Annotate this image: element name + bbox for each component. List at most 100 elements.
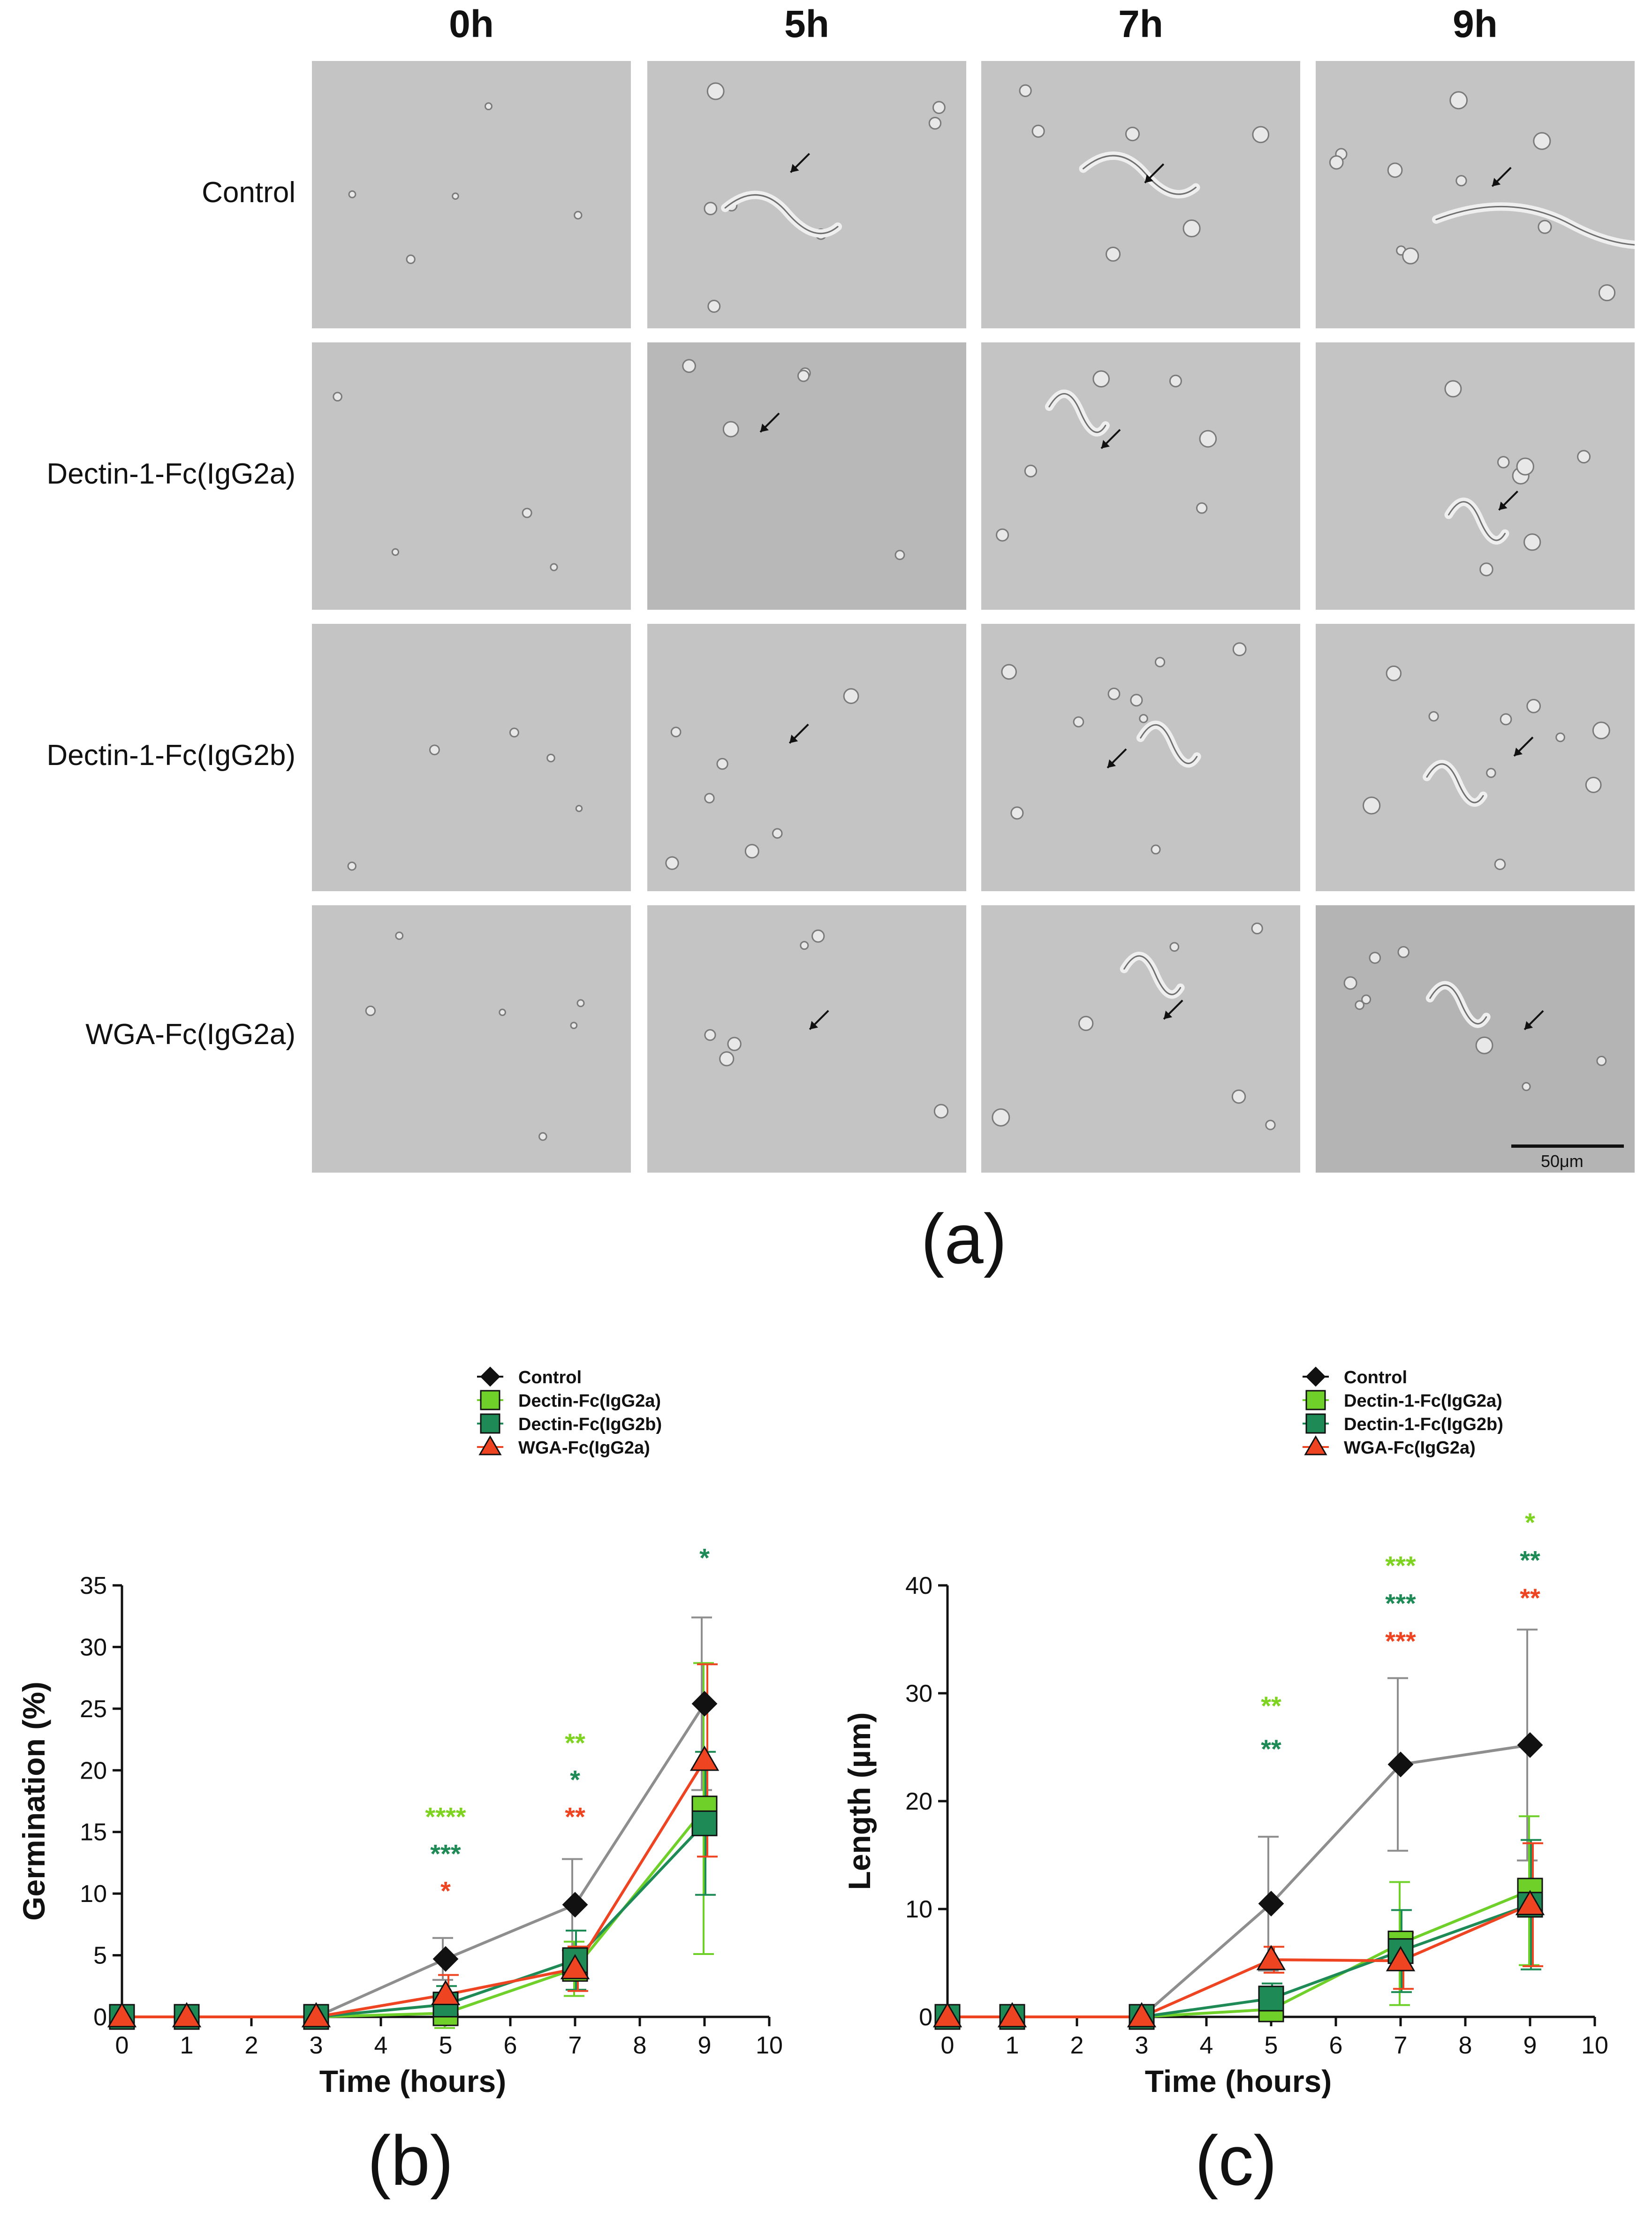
length-x-tick-label: 3	[1135, 2032, 1149, 2059]
germination-x-tick-label: 6	[504, 2032, 517, 2059]
germination-y-tick-label: 10	[80, 1880, 107, 1908]
micrograph-wga-fc-igg2a-5h	[647, 905, 966, 1173]
germination-legend-marker	[480, 1390, 500, 1410]
length-significance-label: *	[1525, 1508, 1535, 1537]
germination-legend-label: Dectin-Fc(IgG2b)	[518, 1415, 662, 1434]
length-significance-label: **	[1520, 1546, 1540, 1575]
germination-point	[560, 1954, 590, 1979]
germination-y-axis-label: Germination (%)	[16, 1682, 51, 1921]
length-legend-label: Dectin-1-Fc(IgG2a)	[1344, 1391, 1502, 1411]
germination-legend-marker	[478, 1435, 502, 1455]
germination-point	[431, 1980, 461, 2005]
length-point	[1256, 1945, 1286, 1970]
germination-significance-label: *	[570, 1765, 580, 1795]
germination-x-axis-label: Time (hours)	[319, 2064, 506, 2099]
length-x-tick-label: 7	[1394, 2032, 1408, 2059]
germination-point	[691, 1690, 718, 1717]
length-x-tick-label: 10	[1581, 2032, 1608, 2059]
length-x-tick-label: 6	[1329, 2032, 1343, 2059]
germination-chart-svg: 0 1 2 3 4 5 6 7 8 9 10 0 5 10 15 20 25 30 35 Time (hours) Ge…	[16, 1366, 783, 2099]
length-significance-label: **	[1520, 1583, 1540, 1613]
row-label-dectin-1-fc-igg2a: Dectin-1-Fc(IgG2a)	[46, 458, 296, 490]
scale-bar-label: 50μm	[1541, 1152, 1584, 1171]
length-chart-svg: 0 1 2 3 4 5 6 7 8 9 10 0 10 20 30 40 Time (hours) Length …	[842, 1366, 1608, 2099]
length-point	[1515, 1890, 1545, 1916]
micrograph-wga-fc-igg2a-0h	[312, 905, 631, 1173]
germination-legend-marker	[480, 1366, 500, 1387]
scale-bar	[1511, 1144, 1624, 1148]
length-significance-label: ***	[1385, 1551, 1416, 1580]
length-y-tick-label: 0	[919, 2004, 932, 2031]
time-header-9h: 9h	[1453, 3, 1498, 45]
micrograph-wga-fc-igg2a-9h	[1316, 905, 1635, 1173]
germination-point	[691, 1810, 718, 1836]
germination-x-tick-label: 5	[439, 2032, 453, 2059]
germination-y-tick-label: 25	[80, 1696, 107, 1723]
length-y-tick-label: 40	[905, 1572, 932, 1599]
germination-y-tick-label: 5	[93, 1942, 107, 1970]
length-significance-label: ***	[1385, 1626, 1416, 1656]
length-y-axis-label: Length (µm)	[842, 1712, 877, 1890]
germination-x-tick-label: 9	[698, 2032, 712, 2059]
length-point	[1258, 1891, 1284, 1917]
length-significance-label: ***	[1385, 1589, 1416, 1618]
germination-legend-marker	[480, 1413, 500, 1434]
germination-series-line	[122, 1703, 706, 2018]
micrograph-control-5h	[647, 61, 966, 328]
length-series-line	[947, 1903, 1531, 2018]
length-legend-marker	[1305, 1366, 1326, 1387]
micrograph-dectin-1-fc-igg2b-9h	[1316, 624, 1635, 891]
micrograph-control-9h	[1316, 61, 1635, 328]
length-legend-label: Dectin-1-Fc(IgG2b)	[1344, 1415, 1503, 1434]
time-header-5h: 5h	[784, 3, 829, 45]
germination-significance-label: **	[565, 1728, 585, 1758]
germination-point	[172, 2002, 202, 2028]
micrograph-dectin-1-fc-igg2b-7h	[981, 624, 1300, 891]
germination-significance-label: *	[440, 1876, 451, 1905]
micrograph-dectin-1-fc-igg2a-7h	[981, 342, 1300, 610]
germination-x-tick-label: 10	[756, 2032, 783, 2059]
germination-significance-label: ***	[430, 1839, 461, 1868]
germination-point	[301, 2002, 331, 2028]
germination-x-tick-label: 0	[115, 2032, 129, 2059]
germination-x-tick-label: 8	[633, 2032, 647, 2059]
germination-y-tick-label: 20	[80, 1757, 107, 1784]
length-significance-label: **	[1261, 1734, 1281, 1764]
row-label-dectin-1-fc-igg2b: Dectin-1-Fc(IgG2b)	[46, 739, 296, 772]
length-point	[1258, 1985, 1284, 2012]
length-x-tick-label: 1	[1006, 2032, 1019, 2059]
length-significance-label: **	[1261, 1691, 1281, 1720]
germination-significance-label: **	[565, 1802, 585, 1832]
germination-legend-label: Dectin-Fc(IgG2a)	[518, 1391, 661, 1411]
time-header-0h: 0h	[449, 3, 494, 45]
length-point	[1127, 2002, 1157, 2028]
length-x-axis-label: Time (hours)	[1145, 2064, 1332, 2099]
panel-label-c: (c)	[1195, 2121, 1277, 2200]
length-legend-label: WGA-Fc(IgG2a)	[1344, 1438, 1476, 1458]
micrograph-wga-fc-igg2a-7h	[981, 905, 1300, 1173]
germination-significance-label: *	[699, 1543, 710, 1573]
length-point	[1386, 1946, 1416, 1971]
germination-point	[107, 2002, 137, 2028]
germination-x-tick-label: 3	[310, 2032, 323, 2059]
length-legend-marker	[1305, 1413, 1326, 1434]
length-legend-marker	[1304, 1435, 1327, 1455]
micrograph-control-7h	[981, 61, 1300, 328]
germination-series-line	[122, 1759, 706, 2018]
micrograph-dectin-1-fc-igg2b-0h	[312, 624, 631, 891]
length-legend-marker	[1305, 1390, 1326, 1410]
length-y-tick-label: 30	[905, 1680, 932, 1707]
panel-label-b: (b)	[367, 2121, 454, 2200]
time-header-7h: 7h	[1118, 3, 1163, 45]
germination-x-tick-label: 4	[374, 2032, 388, 2059]
length-series-line	[947, 1903, 1531, 2018]
micrograph-control-0h	[312, 61, 631, 328]
micrograph-dectin-1-fc-igg2a-5h	[647, 342, 966, 610]
length-chart: 0 1 2 3 4 5 6 7 8 9 10 0 10 20 30 40 Time (hours) Length …	[826, 1351, 1642, 2111]
germination-y-tick-label: 0	[93, 2004, 107, 2031]
row-label-wga-fc-igg2a: WGA-Fc(IgG2a)	[85, 1018, 296, 1051]
germination-y-tick-label: 35	[80, 1572, 107, 1599]
length-point	[1387, 1751, 1414, 1778]
micrograph-dectin-1-fc-igg2b-5h	[647, 624, 966, 891]
germination-x-tick-label: 7	[568, 2032, 582, 2059]
